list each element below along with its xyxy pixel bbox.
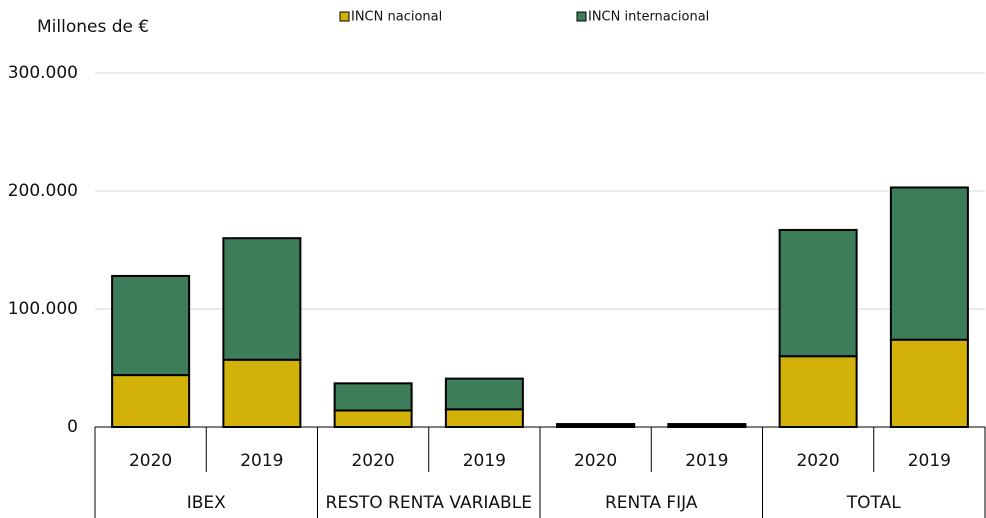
- x-tick-label: 2019: [908, 451, 951, 471]
- group-label: RESTO RENTA VARIABLE: [326, 493, 532, 513]
- legend-swatch: [576, 11, 587, 22]
- x-tick-label: 2020: [796, 451, 839, 471]
- bar-segment: [111, 374, 191, 428]
- bar-segment: [222, 237, 302, 361]
- bar-segment: [333, 409, 413, 429]
- bar-segment: [778, 228, 858, 358]
- legend-text: INCN internacional: [588, 10, 709, 25]
- bar-segment: [444, 377, 524, 411]
- y-tick-label: 200.000: [8, 181, 78, 201]
- x-tick-label: 2019: [463, 451, 506, 471]
- y-tick-label: 300.000: [8, 63, 78, 83]
- x-tick-label: 2020: [129, 451, 172, 471]
- group-label: IBEX: [187, 493, 226, 513]
- bar-segment: [889, 338, 969, 428]
- x-tick-label: 2019: [240, 451, 283, 471]
- x-tick-label: 2019: [685, 451, 728, 471]
- legend-swatch: [339, 11, 350, 22]
- bar-segment: [111, 274, 191, 377]
- bar-segment: [667, 423, 747, 427]
- bar-segment: [889, 186, 969, 341]
- group-label: RENTA FIJA: [605, 493, 698, 513]
- y-tick-label: 0: [67, 417, 78, 437]
- legend-text: INCN nacional: [351, 10, 442, 25]
- bar-segment: [556, 423, 636, 427]
- bar-segment: [444, 408, 524, 428]
- y-axis-label: Millones de €: [37, 17, 149, 37]
- bar-segment: [778, 355, 858, 429]
- y-tick-label: 100.000: [8, 299, 78, 319]
- x-tick-label: 2020: [574, 451, 617, 471]
- bar-segment: [333, 382, 413, 412]
- group-label: TOTAL: [846, 493, 901, 513]
- x-tick-label: 2020: [351, 451, 394, 471]
- bar-segment: [222, 358, 302, 428]
